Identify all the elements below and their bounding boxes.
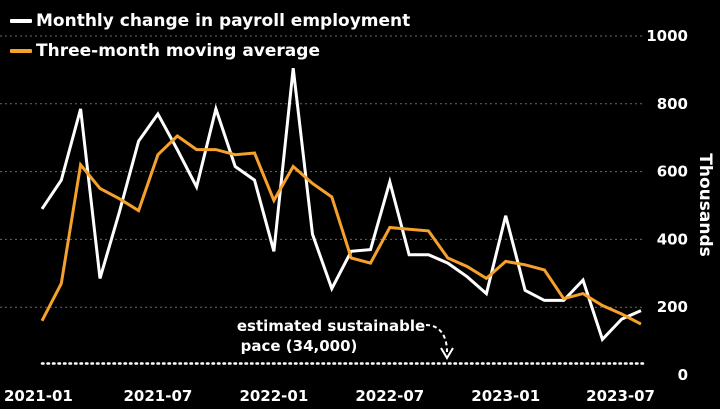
gridlines xyxy=(0,35,647,365)
annotation-arrowhead xyxy=(440,347,454,360)
annotation-line-1: estimated sustainable xyxy=(237,317,425,335)
legend-item-monthly: Monthly change in payroll employment xyxy=(10,6,410,36)
legend: Monthly change in payroll employment Thr… xyxy=(10,6,410,66)
x-tick-label-2022-07: 2022-07 xyxy=(355,387,424,405)
legend-item-average: Three-month moving average xyxy=(10,36,410,66)
annotation-line-2: pace (34,000) xyxy=(241,337,358,355)
series-group xyxy=(40,68,642,343)
x-tick-label-2021-01: 2021-01 xyxy=(4,387,73,405)
legend-swatch-average xyxy=(10,49,32,53)
annotation-arrow xyxy=(425,324,448,353)
y-tick-label-1000: 1000 xyxy=(646,27,688,45)
x-tick-label-2023-01: 2023-01 xyxy=(471,387,540,405)
y-axis-ticks: 0 200 400 600 800 1000 xyxy=(646,27,688,384)
x-tick-label-2023-07: 2023-07 xyxy=(586,387,655,405)
legend-swatch-monthly xyxy=(10,19,32,23)
series-line-monthly-change xyxy=(40,68,642,343)
x-tick-label-2022-01: 2022-01 xyxy=(239,387,308,405)
x-tick-label-2021-07: 2021-07 xyxy=(124,387,193,405)
series-line-three-month-average xyxy=(40,134,642,326)
x-axis-ticks: 2021-01 2021-07 2022-01 2022-07 2023-01 2023-… xyxy=(4,387,655,405)
y-tick-label-800: 800 xyxy=(657,95,688,113)
y-tick-label-600: 600 xyxy=(657,163,688,181)
y-tick-label-200: 200 xyxy=(657,298,688,316)
annotation: estimated sustainable pace (34,000) xyxy=(237,317,454,360)
y-tick-label-0: 0 xyxy=(678,366,688,384)
legend-label-monthly: Monthly change in payroll employment xyxy=(36,11,411,31)
y-axis-label: Thousands xyxy=(695,153,715,256)
legend-label-average: Three-month moving average xyxy=(36,41,320,61)
y-tick-label-400: 400 xyxy=(657,230,688,248)
